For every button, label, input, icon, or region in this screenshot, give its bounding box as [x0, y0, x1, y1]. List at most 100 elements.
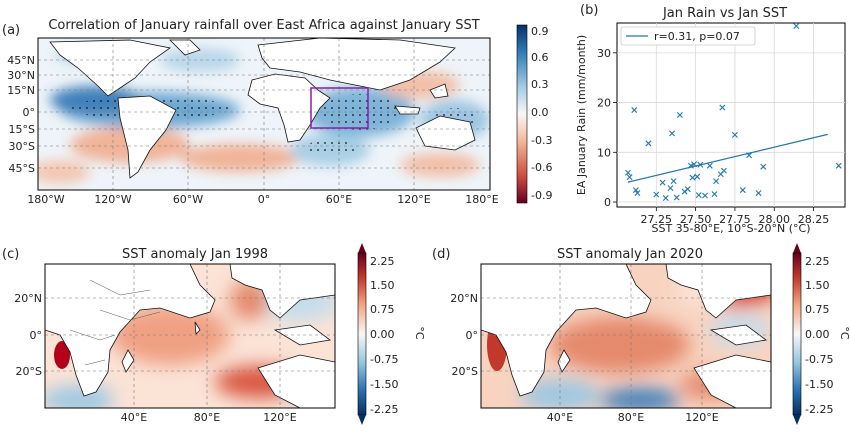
lon-label: 180°W	[27, 193, 64, 206]
scatter-point	[631, 107, 638, 114]
scatter-point	[632, 187, 639, 194]
panel-b-title: Jan Rain vs Jan SST	[662, 6, 787, 21]
scatter-points	[625, 22, 842, 202]
colorbar-tick: -2.25	[370, 403, 398, 416]
fit-line	[627, 133, 828, 183]
lat-label: 20°N	[450, 292, 478, 305]
scatter-point	[760, 163, 767, 170]
panel-a-letter: (a)	[2, 23, 20, 38]
x-tick-label: 28.00	[758, 213, 790, 226]
scatter-point	[673, 194, 680, 201]
panel-d-letter: (d)	[432, 247, 450, 262]
colorbar-tick: 0.00	[805, 328, 830, 341]
lat-label: 0°	[466, 329, 479, 342]
lon-label: 0°	[258, 193, 271, 206]
x-axis-ticks: 27.25 27.50 27.75 28.00 28.25	[641, 207, 829, 226]
panel-a-map	[38, 38, 490, 190]
panel-d: (d) SST anomaly Jan 2020	[432, 243, 850, 425]
panel-c: (c) SST anomaly Jan 1998	[2, 243, 426, 425]
lon-label: 60°E	[326, 193, 352, 206]
lon-label: 80°E	[618, 411, 644, 424]
scatter-point	[634, 190, 641, 197]
colorbar-tick: -0.75	[370, 353, 398, 366]
x-tick-label: 27.75	[719, 213, 751, 226]
colorbar-tick: 2.25	[805, 255, 830, 268]
lon-label: 60°W	[173, 193, 203, 206]
scatter-point	[835, 162, 842, 169]
plot-area	[616, 22, 846, 208]
scatter-point	[676, 112, 683, 118]
colorbar-tick: 0.00	[370, 328, 395, 341]
scatter-point	[706, 162, 713, 169]
scatter-point	[720, 167, 727, 174]
scatter-point	[625, 169, 631, 176]
grid-lines	[617, 23, 845, 207]
x-tick-label: 27.25	[641, 213, 673, 226]
y-tick-label: 30	[597, 47, 611, 60]
scatter-point	[691, 161, 698, 168]
panel-c-colorbar: 2.25 1.50 0.75 0.00 -0.75 -1.50 -2.25 °C	[357, 243, 426, 425]
panel-b-letter: (b)	[580, 3, 598, 18]
scatter-point	[626, 174, 633, 181]
scatter-point	[711, 191, 718, 198]
colorbar-tick: 0.75	[370, 303, 395, 316]
scatter-point	[645, 140, 652, 147]
scatter-point	[739, 187, 746, 194]
colorbar-tick: 0.6	[531, 51, 549, 64]
lon-label: 120°E	[397, 193, 430, 206]
colorbar-tick: 2.25	[370, 255, 395, 268]
colorbar-tick: 0.0	[531, 106, 549, 119]
scatter-point	[713, 178, 720, 185]
lat-label: 45°N	[7, 54, 35, 67]
scatter-point	[684, 186, 691, 193]
scatter-point	[731, 131, 738, 138]
panel-a-colorbar: 0.9 0.6 0.3 0.0 -0.3 -0.6 -0.9	[516, 24, 552, 204]
panel-a-lat-labels: 45°N 30°N 15°N 0° 15°S 30°S 45°S	[7, 54, 35, 175]
lon-label: 120°W	[94, 193, 131, 206]
panel-a: (a) Correlation of January rainfall over…	[2, 18, 552, 206]
colorbar-tick: -1.50	[370, 378, 398, 391]
y-tick-label: 0	[604, 196, 611, 209]
scatter-point	[667, 185, 674, 192]
legend: r=0.31, p=0.07	[620, 26, 756, 46]
colorbar-tick: 0.9	[531, 25, 549, 38]
lon-label: 120°E	[263, 411, 296, 424]
lat-label: 0°	[23, 106, 36, 119]
panel-d-title: SST anomaly Jan 2020	[557, 247, 703, 262]
colorbar-tick: -1.50	[805, 378, 833, 391]
scatter-point	[659, 179, 666, 186]
colorbar-tick: 0.75	[805, 303, 830, 316]
scatter-point	[687, 162, 694, 169]
panel-d-map	[481, 264, 771, 408]
panel-b: (b) Jan Rain vs Jan SST 27.25 27.50 27.75 2…	[575, 3, 846, 235]
panel-c-title: SST anomaly Jan 1998	[122, 247, 268, 262]
lat-label: 30°S	[9, 140, 35, 153]
scatter-point	[695, 192, 702, 199]
y-axis-ticks: 0 10 20 30	[597, 47, 617, 209]
panel-c-letter: (c)	[2, 247, 19, 262]
lon-label: 180°E	[465, 193, 498, 206]
lat-label: 0°	[30, 329, 43, 342]
y-tick-label: 20	[597, 97, 611, 110]
colorbar-tick: 0.3	[531, 78, 549, 91]
scatter-point	[670, 178, 677, 185]
y-axis-label: EA January Rain (mm/month)	[575, 35, 588, 195]
colorbar-unit: °C	[838, 326, 850, 340]
panel-a-lon-labels: 180°W 120°W 60°W 0° 60°E 120°E 180°E	[27, 193, 498, 206]
lat-label: 20°S	[452, 365, 478, 378]
scatter-point	[653, 191, 660, 198]
scatter-point	[689, 174, 696, 181]
colorbar-tick: -0.75	[805, 353, 833, 366]
colorbar-tick: 1.50	[370, 279, 395, 292]
lon-label: 80°E	[194, 411, 220, 424]
scatter-point	[755, 190, 762, 197]
lat-label: 15°S	[9, 123, 35, 136]
lon-label: 40°E	[121, 411, 147, 424]
legend-label: r=0.31, p=0.07	[654, 30, 740, 43]
lat-label: 15°N	[7, 84, 35, 97]
colorbar-tick: 1.50	[805, 279, 830, 292]
colorbar-tick: -0.6	[531, 161, 552, 174]
scatter-point	[702, 192, 709, 199]
colorbar-tick: -0.3	[531, 134, 552, 147]
colorbar-tick: -2.25	[805, 403, 833, 416]
